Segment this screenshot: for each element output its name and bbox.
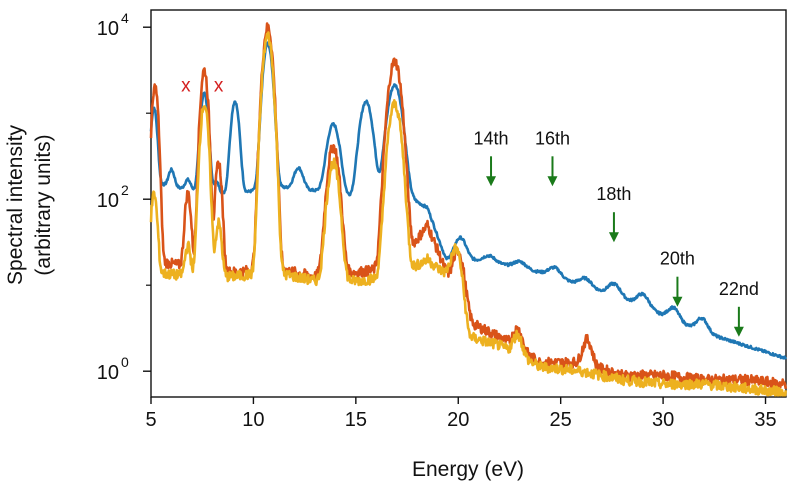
harmonic-label-20th: 20th xyxy=(660,249,695,269)
excluded-peak-marker-2: x xyxy=(214,76,224,97)
plot-frame xyxy=(150,9,787,398)
series-blue xyxy=(149,41,787,360)
x-tick-label-35: 35 xyxy=(754,409,776,431)
y-axis-title-line1: Spectral intensity xyxy=(4,125,27,285)
harmonic-label-18th: 18th xyxy=(596,184,631,204)
y-tick-exponent-2: 2 xyxy=(121,182,129,198)
harmonic-label-22nd: 22nd xyxy=(719,279,759,299)
y-tick-label-0: 10 xyxy=(97,362,119,384)
harmonic-arrowhead-18th xyxy=(608,232,619,243)
harmonic-arrowhead-22nd xyxy=(733,326,744,337)
x-tick-label-25: 25 xyxy=(550,409,572,431)
harmonic-arrowhead-16th xyxy=(547,176,558,187)
x-tick-label-10: 10 xyxy=(242,409,264,431)
y-tick-exponent-0: 0 xyxy=(121,354,129,370)
harmonic-arrowhead-14th xyxy=(486,176,497,187)
x-tick-label-20: 20 xyxy=(447,409,469,431)
excluded-peak-marker-1: x xyxy=(181,76,191,97)
harmonic-label-16th: 16th xyxy=(535,128,570,148)
series-layer xyxy=(149,22,788,397)
x-axis-title: Energy (eV) xyxy=(412,458,524,481)
x-axis: 5 10 15 20 25 30 35 xyxy=(145,397,777,431)
x-tick-label-15: 15 xyxy=(345,409,367,431)
harmonic-label-14th: 14th xyxy=(474,128,509,148)
y-axis-title-line2: (arbitrary units) xyxy=(32,134,55,275)
plot-area: 14th 16th 18th 20th 22nd x x xyxy=(149,9,788,398)
y-tick-exponent-4: 4 xyxy=(121,10,129,26)
y-tick-label-2: 10 xyxy=(97,190,119,212)
x-tick-label-30: 30 xyxy=(652,409,674,431)
x-tick-label-5: 5 xyxy=(145,409,156,431)
series-yellow xyxy=(149,31,788,397)
harmonic-arrowhead-20th xyxy=(672,296,683,307)
annotation-layer: 14th 16th 18th 20th 22nd x x xyxy=(181,76,759,337)
y-tick-label-4: 10 xyxy=(97,18,119,40)
